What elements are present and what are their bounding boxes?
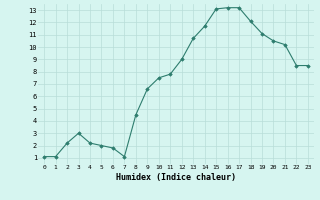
X-axis label: Humidex (Indice chaleur): Humidex (Indice chaleur) — [116, 173, 236, 182]
